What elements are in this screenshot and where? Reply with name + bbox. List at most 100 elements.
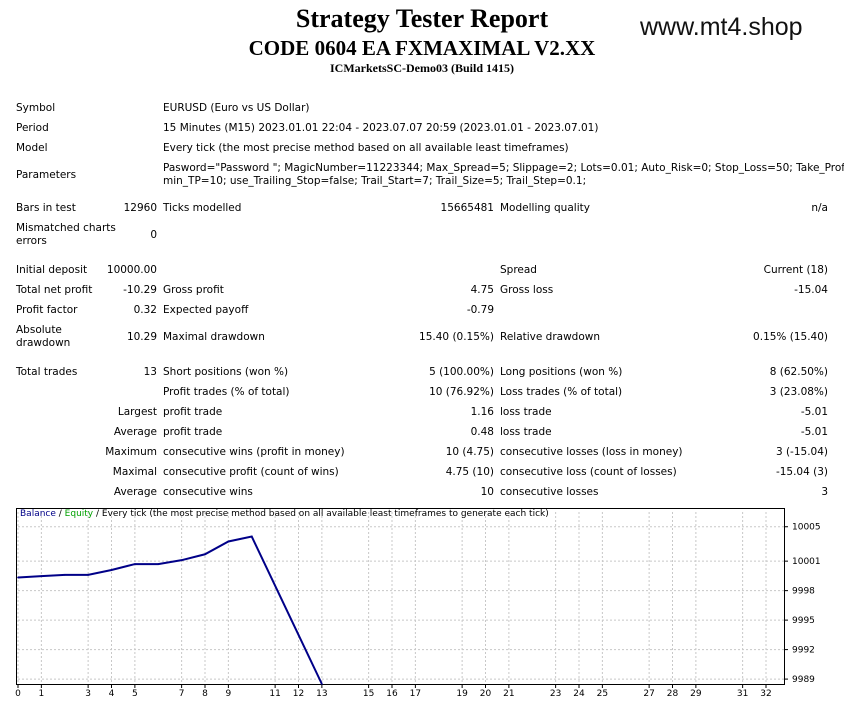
max-consec-losses-value: 3 (-15.04) (775, 446, 828, 458)
x-tick-label: 1 (39, 689, 45, 699)
grossprofit-value: 4.75 (470, 284, 494, 296)
pf-value: 0.32 (133, 304, 157, 316)
avg-consec-wins-value: 10 (480, 486, 494, 498)
largest-profit-label: profit trade (163, 406, 223, 418)
balance-point (87, 574, 89, 576)
maximal-loss-label: consecutive loss (count of losses) (500, 466, 677, 478)
x-tick-label: 3 (85, 689, 91, 699)
spread-value: Current (18) (763, 264, 828, 276)
x-tick-label: 15 (363, 689, 374, 699)
pf-label: Profit factor (16, 304, 78, 316)
largest-label: Largest (117, 406, 157, 418)
reldd-label: Relative drawdown (500, 331, 601, 343)
largest-loss-value: -5.01 (800, 406, 828, 418)
ltrades-value: 3 (23.08%) (769, 386, 828, 398)
report-title: Strategy Tester Report (295, 4, 549, 33)
netprofit-label: Total net profit (16, 284, 93, 296)
y-axis: 10005 10001 9998 9995 9992 9989 (784, 523, 821, 685)
balance-point (321, 683, 323, 685)
largest-profit-value: 1.16 (470, 406, 494, 418)
ltrades-label: Loss trades (% of total) (500, 386, 623, 398)
balance-point (63, 574, 66, 576)
maximal-loss-value: -15.04 (3) (775, 466, 828, 478)
x-tick-label: 13 (316, 689, 327, 699)
y-tick-label: 10005 (792, 523, 821, 533)
x-tick-label: 23 (550, 689, 561, 699)
period-label: Period (16, 122, 49, 134)
y-tick-label: 10001 (792, 557, 821, 567)
x-tick-label: 7 (179, 689, 185, 699)
x-tick-label: 28 (667, 689, 679, 699)
chart-frame (16, 508, 785, 685)
mismatch-value: 0 (150, 229, 157, 241)
average-label: Average (113, 426, 157, 438)
average2-label: Average (113, 486, 157, 498)
balance-point (17, 576, 19, 579)
x-tick-label: 17 (410, 689, 421, 699)
balance-point (180, 559, 183, 561)
average-profit-value: 0.48 (470, 426, 494, 438)
deposit-value: 10000.00 (106, 264, 157, 276)
x-tick-label: 20 (480, 689, 492, 699)
model-label: Model (16, 142, 48, 154)
x-tick-label: 31 (737, 689, 748, 699)
quality-value: n/a (811, 202, 828, 214)
netprofit-value: -10.29 (123, 284, 157, 296)
model-value: Every tick (the most precise method base… (163, 142, 569, 154)
balance-point (110, 569, 113, 571)
y-tick-label: 9998 (792, 587, 815, 597)
absdd-value: 10.29 (126, 331, 157, 343)
balance-point (40, 575, 43, 577)
x-tick-label: 19 (456, 689, 468, 699)
maximal-profit-label: consecutive profit (count of wins) (163, 466, 339, 478)
absdd-label: Absolute drawdown (16, 324, 71, 349)
avg-consec-wins-label: consecutive wins (163, 486, 253, 498)
chart-grid (17, 512, 784, 684)
max-consec-losses-label: consecutive losses (loss in money) (500, 446, 683, 458)
grossloss-label: Gross loss (500, 284, 554, 296)
balance-point (227, 540, 230, 543)
average-profit-label: profit trade (163, 426, 223, 438)
x-tick-label: 9 (226, 689, 232, 699)
parameters-label: Parameters (16, 169, 77, 181)
x-tick-label: 24 (573, 689, 585, 699)
avg-consec-losses-label: consecutive losses (500, 486, 599, 498)
bars-value: 12960 (123, 202, 157, 214)
legend-balance: Balance (20, 509, 56, 519)
trades-label: Total trades (16, 366, 78, 378)
balance-point (204, 553, 206, 556)
balance-line (17, 535, 323, 685)
balance-points (17, 535, 323, 685)
avg-consec-losses-value: 3 (821, 486, 828, 498)
x-tick-label: 25 (597, 689, 608, 699)
trades-value: 13 (143, 366, 157, 378)
ticks-label: Ticks modelled (163, 202, 242, 214)
maximum-label: Maximum (105, 446, 157, 458)
report-subtitle: CODE 0604 EA FXMAXIMAL V2.XX (248, 36, 596, 60)
balance-point (157, 563, 160, 565)
x-tick-label: 12 (293, 689, 304, 699)
ticks-value: 15665481 (440, 202, 494, 214)
ptrades-label: Profit trades (% of total) (163, 386, 290, 398)
x-tick-label: 27 (643, 689, 654, 699)
grossprofit-label: Gross profit (163, 284, 224, 296)
payoff-label: Expected payoff (163, 304, 249, 316)
y-tick-label: 9995 (792, 616, 815, 626)
period-value: 15 Minutes (M15) 2023.01.01 22:04 - 2023… (163, 122, 599, 134)
long-label: Long positions (won %) (500, 366, 623, 378)
report-server: ICMarketsSC-Demo03 (Build 1415) (330, 61, 514, 75)
x-tick-label: 4 (109, 689, 115, 699)
y-tick-label: 9992 (792, 646, 815, 656)
x-tick-label: 21 (503, 689, 514, 699)
x-tick-label: 0 (15, 689, 21, 699)
short-value: 5 (100.00%) (429, 366, 494, 378)
x-tick-label: 8 (202, 689, 208, 699)
average-loss-label: loss trade (500, 426, 552, 438)
bars-label: Bars in test (16, 202, 76, 214)
maxdd-value: 15.40 (0.15%) (419, 331, 494, 343)
largest-loss-label: loss trade (500, 406, 552, 418)
x-tick-label: 11 (269, 689, 280, 699)
parameters-line-1: Pasword="Password "; MagicNumber=1122334… (163, 162, 844, 174)
maximal-label: Maximal (112, 466, 157, 478)
